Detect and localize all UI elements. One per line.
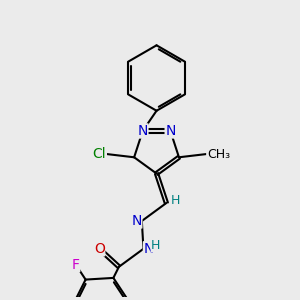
Text: N: N [143, 242, 154, 256]
Text: O: O [94, 242, 105, 256]
Text: N: N [165, 124, 176, 138]
Text: F: F [72, 258, 80, 272]
Text: N: N [131, 214, 142, 228]
Text: CH₃: CH₃ [207, 148, 230, 160]
Text: H: H [171, 194, 180, 207]
Text: H: H [151, 239, 160, 252]
Text: N: N [137, 124, 148, 138]
Text: Cl: Cl [93, 147, 106, 161]
